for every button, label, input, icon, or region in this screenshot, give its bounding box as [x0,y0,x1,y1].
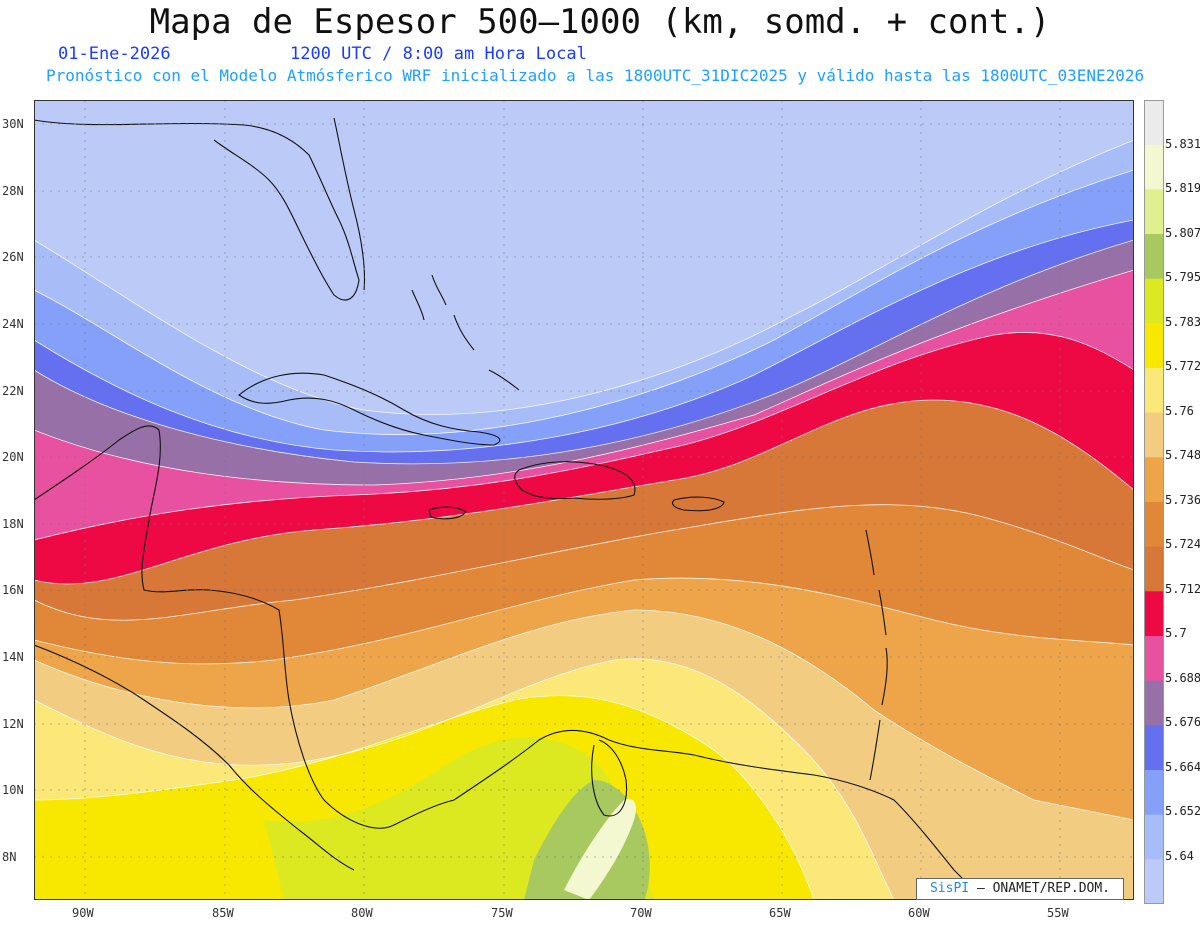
colorbar-swatch [1144,859,1164,904]
lat-label: 26N [2,250,24,264]
coast-puerto-rico [671,496,725,512]
colorbar-label: 5.819 [1165,181,1200,195]
colorbar-swatch [1144,680,1164,726]
colorbar-swatch [1144,368,1164,414]
colorbar-swatch [1144,100,1164,146]
credit-box: SisPI – ONAMET/REP.DOM. [916,878,1124,900]
coast-pacific [34,644,355,871]
coast-hispaniola [514,461,636,500]
colorbar-label: 5.807 [1165,226,1200,240]
thickness-map [34,100,1134,900]
colorbar-label: 5.783 [1165,315,1200,329]
colorbar-label: 5.736 [1165,493,1200,507]
forecast-time: 1200 UTC / 8:00 am Hora Local [290,44,587,64]
credit-brand: SisPI [929,881,970,896]
lat-label: 28N [2,184,24,198]
coast-jamaica [428,506,467,520]
colorbar-label: 5.664 [1165,760,1200,774]
colorbar-frame [1144,100,1164,904]
colorbar-swatch [1144,234,1164,280]
lon-label: 85W [212,906,234,920]
coast-cuba [238,372,501,446]
lat-label: 10N [2,783,24,797]
colorbar-swatch [1144,278,1164,324]
colorbar-label: 5.652 [1165,804,1200,818]
band-5-819 [564,798,636,900]
colorbar [1144,100,1164,904]
colorbar-label: 5.676 [1165,715,1200,729]
lon-label: 65W [769,906,791,920]
coastlines [34,117,985,900]
colorbar-swatch [1144,502,1164,548]
coast-maracaibo [591,739,628,817]
lon-label: 75W [491,906,513,920]
lat-label: 14N [2,650,24,664]
colorbar-swatch [1144,725,1164,771]
coast-bahamas [411,274,520,391]
lon-label: 70W [630,906,652,920]
colorbar-swatch [1144,144,1164,190]
colorbar-swatch [1144,457,1164,503]
coast-florida [34,119,360,301]
coast-central-america [34,425,455,829]
map-frame [34,100,1134,900]
lon-label: 60W [908,906,930,920]
colorbar-label: 5.76 [1165,404,1194,418]
colorbar-label: 5.795 [1165,270,1200,284]
colorbar-label: 5.64 [1165,849,1194,863]
thickness-contours [34,139,1134,900]
colorbar-swatch [1144,591,1164,637]
coast-lesser-antilles [865,529,888,781]
colorbar-swatch [1144,323,1164,369]
coast-south-america [453,729,985,900]
lat-label: 12N [2,717,24,731]
forecast-description: Pronóstico con el Modelo Atmósferico WRF… [46,66,1145,85]
lat-label: 18N [2,517,24,531]
colorbar-label: 5.7 [1165,626,1187,640]
lat-label: 20N [2,450,24,464]
colorbar-swatch [1144,412,1164,458]
lat-label: 16N [2,583,24,597]
colorbar-label: 5.724 [1165,537,1200,551]
lat-label: 24N [2,317,24,331]
lon-label: 90W [72,906,94,920]
colorbar-swatch [1144,636,1164,682]
lat-label: 30N [2,117,24,131]
colorbar-label: 5.772 [1165,359,1200,373]
colorbar-label: 5.748 [1165,448,1200,462]
lon-label: 55W [1047,906,1069,920]
colorbar-label: 5.712 [1165,582,1200,596]
colorbar-swatch [1144,546,1164,592]
map-title: Mapa de Espesor 500–1000 (km, somd. + co… [149,2,1051,42]
colorbar-label: 5.831 [1165,137,1200,151]
forecast-date: 01-Ene-2026 [58,44,171,64]
colorbar-swatch [1144,770,1164,816]
credit-text: – ONAMET/REP.DOM. [976,881,1111,896]
colorbar-swatch [1144,189,1164,235]
colorbar-swatch [1144,814,1164,860]
lat-lon-grid [34,100,1134,900]
lat-label: 8N [2,850,17,864]
lat-label: 22N [2,384,24,398]
colorbar-label: 5.688 [1165,671,1200,685]
lon-label: 80W [351,906,373,920]
